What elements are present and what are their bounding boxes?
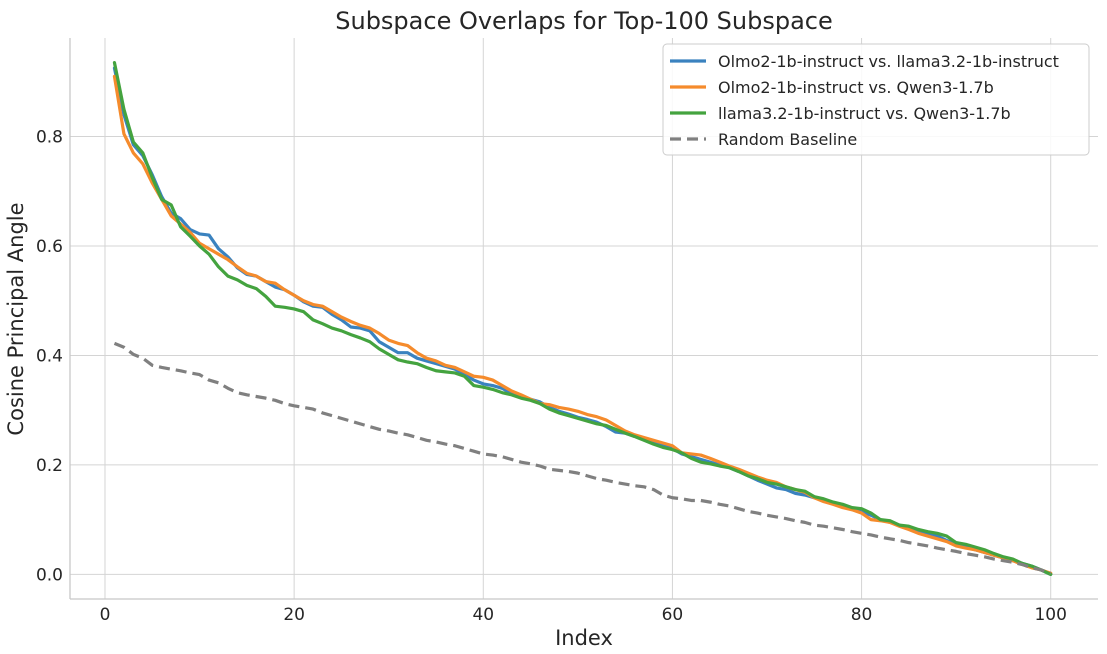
series-lines [112,61,1053,576]
legend-box [662,43,1090,156]
legend: Olmo2-1b-instruct vs. llama3.2-1b-instru… [662,43,1090,156]
x-tick-label: 0 [100,605,111,625]
legend-label: llama3.2-1b-instruct vs. Qwen3-1.7b [718,104,1011,123]
x-tick-label: 40 [472,605,494,625]
x-tick-label: 80 [851,605,873,625]
x-axis-label: Index [555,626,613,650]
y-tick-label: 0.8 [36,128,63,148]
chart-title: Subspace Overlaps for Top-100 Subspace [335,7,833,35]
legend-label: Olmo2-1b-instruct vs. llama3.2-1b-instru… [718,52,1059,71]
y-tick-label: 0.0 [36,565,63,585]
series-line-llama3-2-1b-instruct-vs-qwen3-1-7b [112,61,1053,576]
legend-label: Olmo2-1b-instruct vs. Qwen3-1.7b [718,78,994,97]
x-tick-label: 60 [662,605,684,625]
x-tick-label: 100 [1034,605,1066,625]
axis-spines [69,38,1098,600]
legend-entries: Olmo2-1b-instruct vs. llama3.2-1b-instru… [670,52,1059,149]
y-axis-label: Cosine Principal Angle [4,202,28,435]
legend-label: Random Baseline [718,130,857,149]
tick-labels: 0 20 40 60 80 100 0.0 0.2 0.4 0.6 0.8 [36,128,1067,625]
y-tick-label: 0.6 [36,237,63,257]
y-tick-label: 0.4 [36,346,63,366]
x-tick-label: 20 [283,605,305,625]
series-line-random-baseline [113,341,1052,575]
y-tick-label: 0.2 [36,456,63,476]
